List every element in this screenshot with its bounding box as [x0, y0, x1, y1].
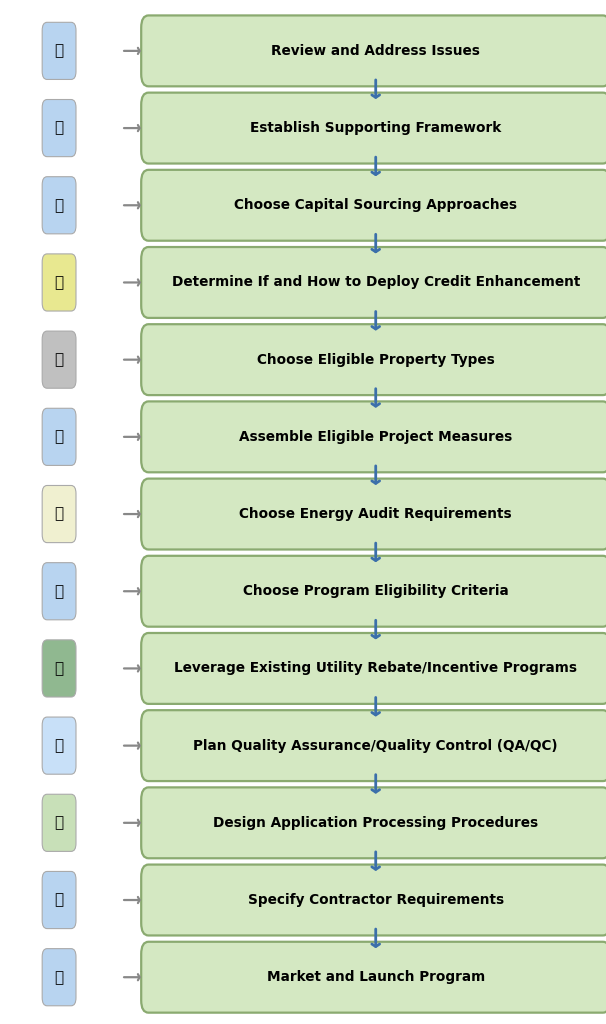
Text: Establish Supporting Framework: Establish Supporting Framework [250, 121, 501, 135]
FancyBboxPatch shape [42, 99, 76, 157]
Text: Choose Energy Audit Requirements: Choose Energy Audit Requirements [239, 507, 512, 521]
FancyBboxPatch shape [141, 556, 606, 627]
FancyBboxPatch shape [42, 562, 76, 620]
FancyBboxPatch shape [42, 871, 76, 929]
FancyBboxPatch shape [141, 92, 606, 164]
Text: 🛒: 🛒 [55, 429, 64, 444]
Text: Choose Eligible Property Types: Choose Eligible Property Types [257, 352, 494, 367]
FancyBboxPatch shape [42, 717, 76, 774]
Text: Specify Contractor Requirements: Specify Contractor Requirements [248, 893, 504, 907]
Text: 💳: 💳 [55, 275, 64, 290]
Text: 💰: 💰 [55, 198, 64, 213]
FancyBboxPatch shape [42, 23, 76, 80]
FancyBboxPatch shape [42, 177, 76, 233]
FancyBboxPatch shape [141, 864, 606, 936]
Text: Plan Quality Assurance/Quality Control (QA/QC): Plan Quality Assurance/Quality Control (… [193, 738, 558, 753]
FancyBboxPatch shape [141, 247, 606, 317]
Text: Review and Address Issues: Review and Address Issues [271, 44, 480, 58]
Text: 📝: 📝 [55, 584, 64, 599]
FancyBboxPatch shape [141, 711, 606, 781]
Text: 🔌: 🔌 [55, 660, 64, 676]
Text: Choose Capital Sourcing Approaches: Choose Capital Sourcing Approaches [235, 199, 517, 212]
Text: Leverage Existing Utility Rebate/Incentive Programs: Leverage Existing Utility Rebate/Incenti… [174, 662, 578, 676]
FancyBboxPatch shape [42, 640, 76, 697]
FancyBboxPatch shape [141, 15, 606, 86]
FancyBboxPatch shape [141, 325, 606, 395]
Text: 🏛: 🏛 [55, 121, 64, 135]
Text: 📋: 📋 [55, 507, 64, 521]
FancyBboxPatch shape [42, 331, 76, 388]
FancyBboxPatch shape [42, 948, 76, 1006]
Text: Market and Launch Program: Market and Launch Program [267, 970, 485, 984]
FancyBboxPatch shape [42, 795, 76, 851]
FancyBboxPatch shape [141, 633, 606, 703]
FancyBboxPatch shape [141, 170, 606, 241]
Text: Assemble Eligible Project Measures: Assemble Eligible Project Measures [239, 430, 512, 443]
FancyBboxPatch shape [141, 478, 606, 550]
Text: 👷: 👷 [55, 893, 64, 907]
Text: 📊: 📊 [55, 970, 64, 985]
FancyBboxPatch shape [42, 254, 76, 311]
Text: Design Application Processing Procedures: Design Application Processing Procedures [213, 816, 538, 829]
Text: Determine If and How to Deploy Credit Enhancement: Determine If and How to Deploy Credit En… [171, 275, 580, 290]
FancyBboxPatch shape [42, 485, 76, 543]
Text: 👥: 👥 [55, 43, 64, 58]
FancyBboxPatch shape [141, 401, 606, 472]
FancyBboxPatch shape [141, 787, 606, 858]
Text: 🔧: 🔧 [55, 738, 64, 753]
Text: 📄: 📄 [55, 815, 64, 830]
Text: 🏠: 🏠 [55, 352, 64, 368]
FancyBboxPatch shape [42, 409, 76, 466]
Text: Choose Program Eligibility Criteria: Choose Program Eligibility Criteria [243, 585, 508, 598]
FancyBboxPatch shape [141, 942, 606, 1013]
